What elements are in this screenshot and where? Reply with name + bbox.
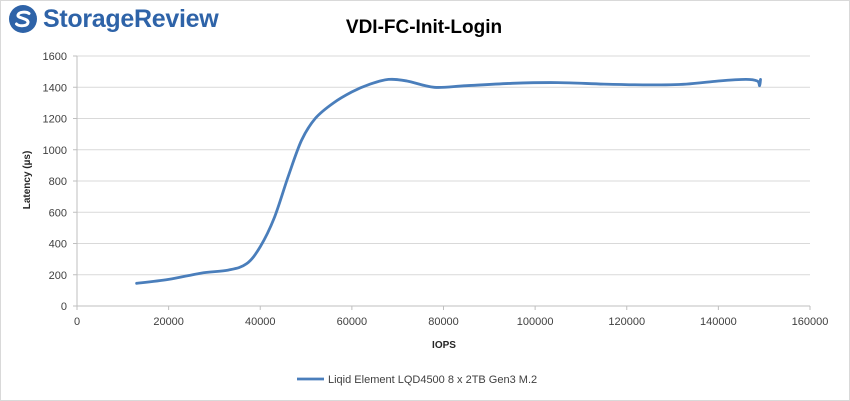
- x-tick-label-80000: 80000: [428, 316, 459, 328]
- y-tick-label-1000: 1000: [43, 145, 67, 157]
- series-group: [135, 77, 762, 285]
- x-axis-ticks: 0 20000 40000 60000 80000 100000 120000 140000 1…: [74, 306, 828, 328]
- y-tick-label-800: 800: [49, 176, 67, 188]
- chart-title: VDI-FC-Init-Login: [346, 17, 502, 38]
- y-tick-label-600: 600: [49, 207, 67, 219]
- legend-label-0: Liqid Element LQD4500 8 x 2TB Gen3 M.2: [328, 374, 537, 386]
- y-axis-ticks: 0 200 400 600 800 1000 1200 1400 1600: [43, 51, 77, 313]
- storagereview-logo-icon: [9, 5, 37, 33]
- y-tick-label-200: 200: [49, 270, 67, 282]
- brand-logo: StorageReview: [8, 4, 219, 34]
- y-tick-label-400: 400: [49, 239, 67, 251]
- x-tick-label-20000: 20000: [153, 316, 184, 328]
- x-tick-label-40000: 40000: [245, 316, 276, 328]
- x-tick-label-100000: 100000: [517, 316, 554, 328]
- series-line-0: [135, 77, 762, 285]
- x-tick-label-160000: 160000: [792, 316, 829, 328]
- gridlines: [76, 55, 810, 307]
- x-tick-label-60000: 60000: [337, 316, 368, 328]
- y-tick-label-1200: 1200: [43, 114, 67, 126]
- x-tick-label-0: 0: [74, 316, 80, 328]
- y-tick-label-1400: 1400: [43, 82, 67, 94]
- y-axis-title: Latency (µs): [22, 151, 33, 210]
- y-tick-label-0: 0: [61, 301, 67, 313]
- y-tick-label-1600: 1600: [43, 51, 67, 63]
- x-tick-label-120000: 120000: [608, 316, 645, 328]
- brand-name: StorageReview: [43, 4, 219, 33]
- x-tick-label-140000: 140000: [700, 316, 737, 328]
- legend: Liqid Element LQD4500 8 x 2TB Gen3 M.2: [297, 374, 537, 386]
- x-axis-title: IOPS: [432, 340, 456, 351]
